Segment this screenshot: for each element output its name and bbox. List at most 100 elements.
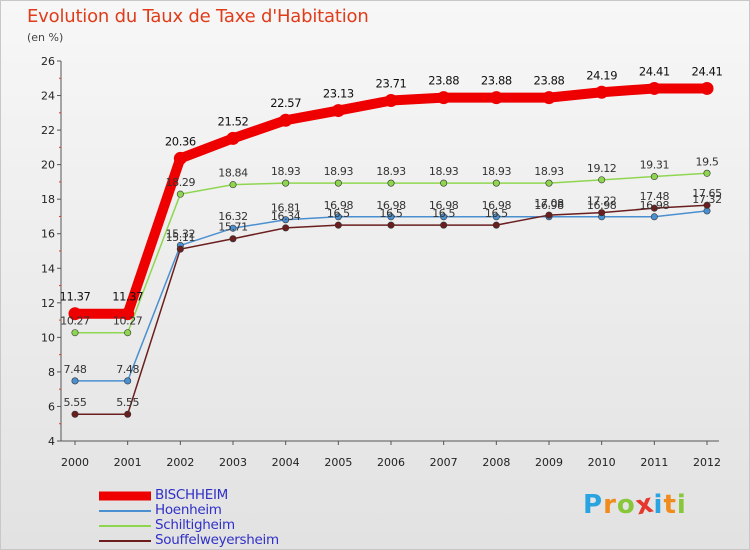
logo-letter: i [676,490,687,520]
data-label-souffelweyersheim: 17.65 [692,187,722,200]
data-point-bischheim [384,94,398,108]
legend-swatch [99,491,151,500]
y-tick-label: 20 [41,159,55,172]
data-label-schiltigheim: 18.93 [324,165,354,178]
data-point-schiltigheim [440,179,448,187]
x-tick-label: 2010 [588,456,616,469]
x-tick-label: 2012 [693,456,721,469]
data-label-souffelweyersheim: 15.71 [218,221,248,234]
data-label-souffelweyersheim: 5.55 [64,396,87,409]
x-tick-label: 2009 [535,456,563,469]
data-label-schiltigheim: 18.84 [218,167,248,180]
data-label-schiltigheim: 19.12 [587,162,617,175]
data-point-bischheim [489,91,503,105]
data-label-hoenheim: 16.98 [376,199,406,212]
data-point-hoenheim [387,213,395,221]
data-label-bischheim: 23.88 [428,74,459,88]
data-point-souffelweyersheim [282,224,290,232]
data-label-souffelweyersheim: 16.5 [485,207,508,220]
data-point-schiltigheim [229,181,237,189]
data-point-bischheim [226,131,240,145]
y-tick-label: 18 [41,193,55,206]
data-point-hoenheim [71,377,79,385]
data-label-souffelweyersheim: 15.11 [166,231,196,244]
data-label-souffelweyersheim: 17.08 [534,197,564,210]
data-point-schiltigheim [545,179,553,187]
x-tick-label: 2008 [482,456,510,469]
data-point-bischheim [331,104,345,118]
data-point-schiltigheim [703,169,711,177]
data-label-bischheim: 23.71 [376,77,407,91]
data-label-hoenheim: 17.32 [692,193,722,206]
data-label-hoenheim: 16.98 [534,199,564,212]
x-tick-label: 2011 [640,456,668,469]
logo-letter: i [653,490,664,520]
data-label-souffelweyersheim: 16.34 [271,210,301,223]
y-tick-label: 6 [48,400,55,413]
data-point-bischheim [68,307,82,321]
data-point-schiltigheim [282,179,290,187]
y-tick-label: 12 [41,297,55,310]
data-label-bischheim: 11.37 [60,290,91,304]
x-tick-label: 2007 [430,456,458,469]
data-point-schiltigheim [650,173,658,181]
data-point-schiltigheim [334,179,342,187]
data-label-hoenheim: 15.32 [166,227,196,240]
data-label-hoenheim: 7.48 [64,363,87,376]
data-point-souffelweyersheim [124,410,132,418]
legend-swatch [99,524,151,527]
data-label-hoenheim: 7.48 [116,363,139,376]
data-point-souffelweyersheim [334,221,342,229]
logo-letter: P [583,490,604,520]
data-label-bischheim: 20.36 [165,134,196,148]
x-tick-label: 2006 [377,456,405,469]
data-point-schiltigheim [71,329,79,337]
data-point-souffelweyersheim [71,410,79,418]
x-tick-label: 2004 [272,456,300,469]
y-tick-label: 24 [41,90,55,103]
data-label-souffelweyersheim: 17.22 [587,195,617,208]
data-label-schiltigheim: 18.93 [534,165,564,178]
data-label-souffelweyersheim: 5.55 [116,396,139,409]
series-layer [68,81,714,418]
data-point-souffelweyersheim [650,204,658,212]
data-label-souffelweyersheim: 16.5 [432,207,455,220]
data-point-souffelweyersheim [703,201,711,209]
data-point-hoenheim [282,216,290,224]
data-point-souffelweyersheim [229,235,237,243]
logo-letter: t [663,490,677,520]
data-point-schiltigheim [387,179,395,187]
data-label-hoenheim: 16.32 [218,210,248,223]
data-label-hoenheim: 16.98 [429,199,459,212]
data-point-souffelweyersheim [545,211,553,219]
data-label-schiltigheim: 18.93 [376,165,406,178]
legend-label: Hoenheim [155,502,222,518]
data-point-souffelweyersheim [176,245,184,253]
data-labels-layer: 11.37 11.37 20.36 21.52 22.57 23.13 23.71 23.88… [60,64,723,409]
data-label-bischheim: 24.41 [692,64,723,78]
chart-title: Evolution du Taux de Taxe d'Habitation [27,6,369,27]
x-tick-label: 2003 [219,456,247,469]
legend-swatch [99,509,151,512]
y-tick-label: 4 [48,435,55,448]
data-point-schiltigheim [124,329,132,337]
legend-label: BISCHHEIM [155,487,229,503]
data-label-bischheim: 23.88 [481,74,512,88]
x-tick-label: 2000 [61,456,89,469]
x-tick-label: 2005 [324,456,352,469]
data-point-bischheim [700,81,714,95]
data-label-schiltigheim: 18.93 [482,165,512,178]
data-point-bischheim [121,307,135,321]
data-point-hoenheim [492,213,500,221]
data-point-souffelweyersheim [387,221,395,229]
y-tick-label: 16 [41,228,55,241]
data-label-bischheim: 11.37 [112,290,143,304]
data-point-souffelweyersheim [598,209,606,217]
data-label-hoenheim: 16.98 [482,199,512,212]
data-point-bischheim [647,81,661,95]
data-label-hoenheim: 16.98 [587,199,617,212]
data-point-hoenheim [124,377,132,385]
legend-label: Souffelweyersheim [155,532,279,548]
